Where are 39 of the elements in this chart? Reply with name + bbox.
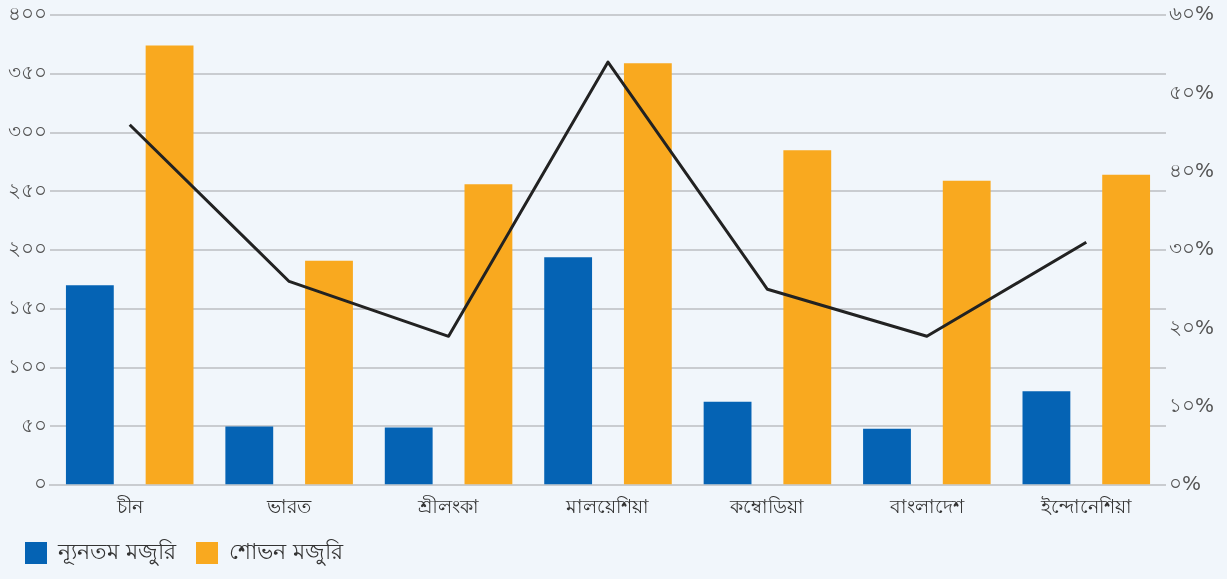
bar	[783, 150, 832, 485]
bar	[1102, 174, 1151, 485]
bar	[703, 401, 752, 485]
y-tick-label: ৩৫০	[8, 59, 47, 84]
legend-label: ন্যূনতম মজুরি	[57, 538, 177, 566]
y-tick-label: ২০০	[8, 236, 47, 261]
bar	[225, 426, 274, 485]
y2-tick-label: ৬০%	[1169, 1, 1215, 26]
x-tick-label: শ্রীলংকা	[417, 494, 480, 517]
x-tick-label: কম্বোডিয়া	[729, 494, 805, 517]
y-tick-label: ০	[34, 471, 47, 496]
y-tick-label: ১০০	[8, 353, 47, 378]
y-tick-label: ৩০০	[8, 118, 47, 143]
y-tick-label: ২৫০	[8, 177, 47, 202]
bar	[623, 63, 672, 485]
y2-tick-label: ০%	[1169, 471, 1202, 496]
bar	[145, 45, 194, 485]
bar	[942, 180, 991, 485]
y2-tick-label: ২০%	[1169, 314, 1215, 339]
y2-tick-label: ৫০%	[1169, 79, 1215, 104]
bar	[863, 428, 911, 485]
bar	[305, 260, 353, 485]
y-tick-label: ৪০০	[8, 1, 47, 26]
bar	[65, 285, 114, 485]
x-tick-label: ইন্দোনেশিয়া	[1039, 494, 1132, 517]
bar	[544, 257, 593, 485]
y2-tick-label: ৪০%	[1169, 157, 1215, 182]
bar	[464, 184, 513, 485]
bar	[384, 427, 433, 485]
y-tick-label: ১৫০	[8, 295, 47, 320]
y2-tick-label: ১০%	[1169, 393, 1215, 418]
legend-label: শোভন মজুরি	[228, 538, 344, 566]
x-tick-label: বাংলাদেশ	[888, 494, 965, 517]
x-tick-label: চীন	[115, 494, 144, 517]
bar	[1022, 391, 1071, 485]
x-tick-label: মালয়েশিয়া	[565, 494, 650, 517]
x-tick-label: ভারত	[266, 494, 313, 517]
y2-tick-label: ৩০%	[1169, 236, 1215, 261]
y-tick-label: ৫০	[21, 412, 47, 437]
